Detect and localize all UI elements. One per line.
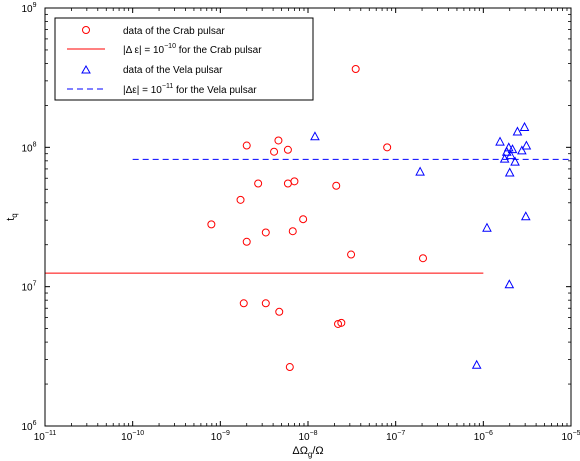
crab-data-point (283, 145, 292, 154)
crab-data-point (254, 179, 263, 188)
x-axis-label-main: ΔΩ (292, 445, 308, 457)
vela-data-point (495, 136, 505, 146)
y-tick-label: 109 (21, 2, 36, 15)
y-axis-label-sub: q (10, 213, 19, 217)
crab-data-point (261, 228, 270, 237)
x-tick-label: 10−7 (386, 430, 405, 443)
legend-vela-data-label: data of the Vela pulsar (123, 65, 223, 76)
legend-crab-data-label: data of the Crab pulsar (123, 26, 225, 37)
x-axis-label: ΔΩg/Ω (292, 445, 323, 459)
crab-data-point (418, 254, 427, 263)
plot-area-frame (44, 7, 572, 427)
crab-data-point (274, 136, 283, 145)
crab-data-point (383, 143, 392, 152)
legend-crab-line-label-post: for the Crab pulsar (176, 45, 262, 56)
vela-data-point (415, 166, 425, 176)
crab-data-point (261, 299, 270, 308)
crab-data-point (299, 215, 308, 224)
vela-data-point (520, 211, 531, 221)
crab-data-point (337, 318, 346, 327)
vela-data-point (507, 144, 518, 154)
x-tick-label: 10−6 (474, 430, 493, 443)
x-tick-label: 10−5 (561, 430, 580, 443)
crab-data-point (236, 195, 245, 204)
vela-data-point (519, 121, 530, 131)
reference-lines (45, 158, 571, 274)
crab-data-point (285, 363, 294, 372)
crab-data-point (239, 299, 248, 308)
vela-data-point (510, 156, 520, 166)
tick-labels: 10−11 10−10 10−9 10−8 10−7 10−6 10−5 106 107 108 1… (21, 2, 580, 443)
legend-vela-line-label-post: for the Vela pulsar (173, 85, 257, 96)
crab-data-point (332, 181, 341, 190)
legend-crab-data-marker (82, 26, 90, 34)
crab-data-point (290, 177, 299, 186)
vela-data-point (504, 279, 515, 289)
crab-data-point (242, 237, 251, 246)
x-tick-label: 10−10 (121, 430, 144, 443)
x-tick-label: 10−9 (211, 430, 230, 443)
data-points (207, 64, 532, 372)
crab-data-point (351, 64, 360, 73)
crab-data-point (334, 319, 343, 328)
legend: data of the Crab pulsar |Δ ε| = 10−10 fo… (54, 17, 314, 101)
y-tick-label: 107 (21, 281, 36, 294)
x-axis-label-tail: /Ω (312, 445, 323, 457)
x-tick-label: 10−8 (298, 430, 317, 443)
vela-data-point (482, 222, 492, 232)
vela-data-point (471, 359, 482, 369)
vela-data-point (517, 145, 527, 155)
vela-data-point (503, 142, 514, 152)
y-tick-label: 106 (21, 420, 36, 433)
x-axis-label-sub: g (308, 450, 312, 459)
x-tick-label: 10−11 (34, 430, 57, 443)
vela-data-point (504, 167, 515, 177)
crab-data-point (347, 250, 356, 259)
legend-vela-line-label-sup: −11 (162, 83, 173, 90)
vela-data-point (521, 140, 532, 150)
crab-data-point (270, 147, 279, 156)
vela-data-point (505, 150, 516, 160)
crab-data-point (242, 141, 251, 150)
legend-box (54, 17, 314, 101)
y-tick-label: 108 (21, 141, 36, 154)
legend-vela-data-marker (81, 64, 91, 74)
vela-data-point (310, 131, 320, 141)
legend-crab-line-label: |Δ ε| = 10−10 for the Crab pulsar (123, 43, 262, 56)
crab-data-point (288, 227, 297, 236)
crab-data-point (207, 220, 216, 229)
crab-data-point (275, 307, 284, 316)
y-axis-label-main: t (5, 218, 17, 221)
legend-vela-line-label-pre: |Δε| = 10 (123, 85, 162, 96)
legend-vela-line-label: |Δε| = 10−11 for the Vela pulsar (123, 83, 257, 96)
legend-crab-line-label-pre: |Δ ε| = 10 (123, 45, 165, 56)
y-axis-label: tq (5, 213, 19, 221)
legend-crab-line-label-sup: −10 (164, 43, 176, 50)
vela-data-point (512, 126, 523, 136)
